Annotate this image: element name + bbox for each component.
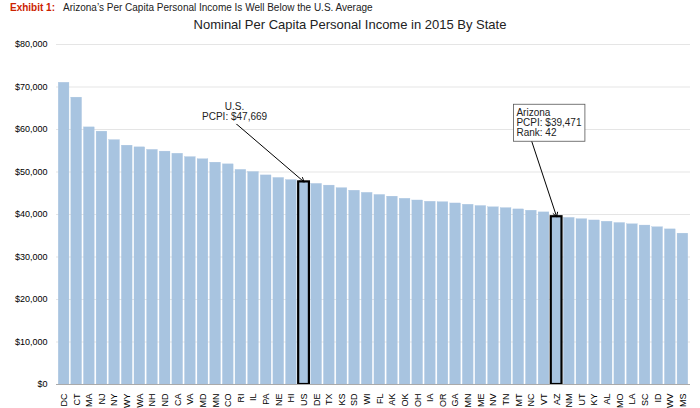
svg-text:GA: GA xyxy=(450,394,460,407)
svg-text:$20,000: $20,000 xyxy=(15,294,48,304)
svg-text:CA: CA xyxy=(173,394,183,407)
svg-text:SD: SD xyxy=(349,393,359,406)
svg-text:NY: NY xyxy=(109,394,119,407)
svg-text:MD: MD xyxy=(198,393,208,407)
svg-text:HI: HI xyxy=(286,394,296,403)
svg-text:AZ: AZ xyxy=(552,393,562,405)
svg-text:NV: NV xyxy=(488,394,498,407)
svg-text:NM: NM xyxy=(564,394,574,408)
svg-text:US: US xyxy=(299,394,309,407)
svg-text:KY: KY xyxy=(589,394,599,406)
svg-text:VA: VA xyxy=(185,394,195,405)
svg-text:ME: ME xyxy=(476,394,486,408)
svg-text:DC: DC xyxy=(59,393,69,406)
svg-text:LA: LA xyxy=(627,394,637,405)
svg-text:KS: KS xyxy=(337,394,347,406)
svg-text:SC: SC xyxy=(640,393,650,406)
svg-text:$60,000: $60,000 xyxy=(15,124,48,134)
svg-text:$0: $0 xyxy=(37,379,47,389)
svg-text:NE: NE xyxy=(274,394,284,407)
svg-text:$80,000: $80,000 xyxy=(15,39,48,49)
svg-text:OK: OK xyxy=(400,394,410,407)
svg-text:$30,000: $30,000 xyxy=(15,252,48,262)
svg-text:NH: NH xyxy=(147,394,157,407)
svg-text:MA: MA xyxy=(84,394,94,408)
svg-text:CT: CT xyxy=(72,393,82,405)
svg-text:PA: PA xyxy=(261,394,271,405)
svg-text:OH: OH xyxy=(413,394,423,408)
svg-text:IL: IL xyxy=(248,394,258,402)
svg-text:MN: MN xyxy=(211,394,221,408)
svg-text:IA: IA xyxy=(425,394,435,403)
svg-text:ND: ND xyxy=(160,393,170,406)
svg-text:WI: WI xyxy=(362,394,372,405)
svg-text:CO: CO xyxy=(223,394,233,408)
svg-text:MN: MN xyxy=(463,394,473,408)
html-text:Exhibit 1:: Exhibit 1: xyxy=(10,2,55,13)
svg-text:$70,000: $70,000 xyxy=(15,82,48,92)
svg-text:WA: WA xyxy=(135,394,145,408)
svg-text:WY: WY xyxy=(122,394,132,408)
svg-text:WV: WV xyxy=(665,394,675,408)
svg-text:TX: TX xyxy=(324,394,334,406)
html-text:Arizona’s Per Capita Personal: Arizona’s Per Capita Personal Income Is … xyxy=(63,2,373,13)
svg-text:ArizonaPCPI: $39,471Rank: 42: ArizonaPCPI: $39,471Rank: 42 xyxy=(516,107,581,138)
svg-text:TN: TN xyxy=(501,394,511,406)
svg-text:MT: MT xyxy=(514,393,524,406)
svg-text:OR: OR xyxy=(438,393,448,407)
svg-text:$40,000: $40,000 xyxy=(15,209,48,219)
svg-text:UT: UT xyxy=(577,393,587,405)
svg-text:AL: AL xyxy=(602,394,612,405)
svg-text:FL: FL xyxy=(375,394,385,405)
svg-text:MS: MS xyxy=(678,394,688,408)
svg-text:DE: DE xyxy=(312,394,322,407)
svg-text:ID: ID xyxy=(653,393,663,403)
svg-text:$10,000: $10,000 xyxy=(15,337,48,347)
svg-text:AK: AK xyxy=(387,394,397,406)
svg-text:$50,000: $50,000 xyxy=(15,167,48,177)
html-text:Nominal Per Capita Personal In: Nominal Per Capita Personal Income in 20… xyxy=(193,17,507,32)
svg-text:RI: RI xyxy=(236,394,246,403)
svg-text:VT: VT xyxy=(539,393,549,405)
svg-text:NC: NC xyxy=(526,393,536,406)
svg-text:MO: MO xyxy=(615,394,625,408)
svg-text:U.S.PCPI: $47,669: U.S.PCPI: $47,669 xyxy=(202,101,267,122)
svg-text:NJ: NJ xyxy=(97,394,107,405)
